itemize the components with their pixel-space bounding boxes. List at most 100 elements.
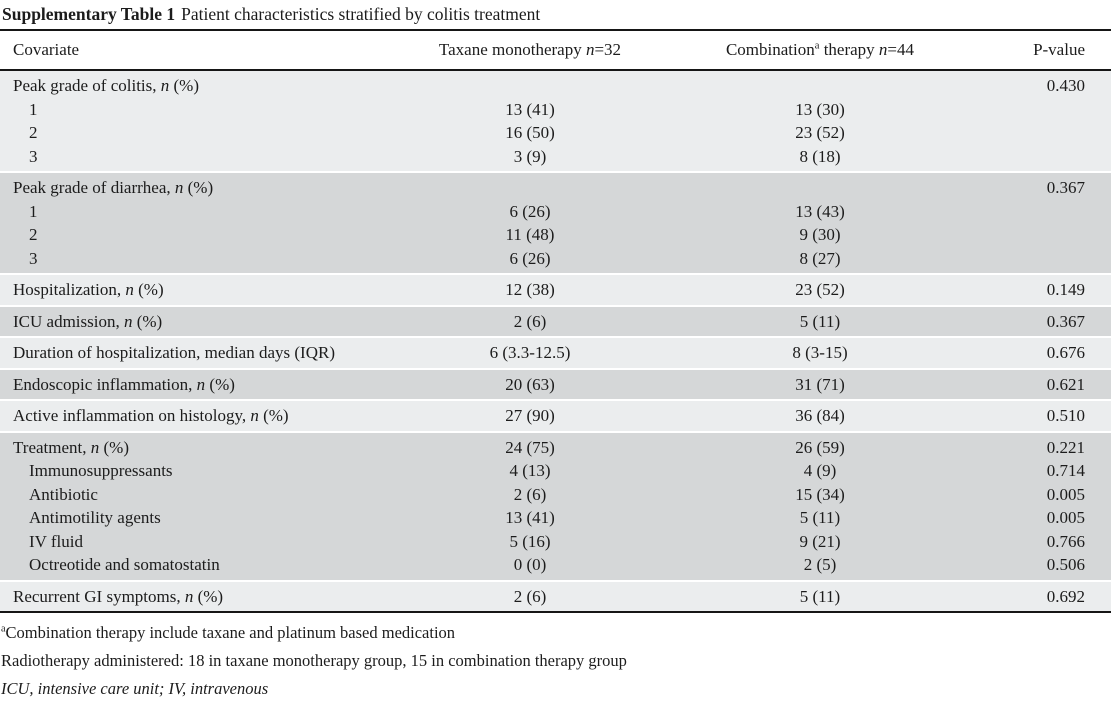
table-row: 3 6 (26) 8 (27) (0, 247, 1111, 271)
taxane-value-cell: 2 (6) (513, 484, 547, 504)
table-row: Antimotility agents 13 (41) 5 (11) 0.005 (0, 506, 1111, 530)
italic-n: n (196, 374, 206, 394)
pvalue-cell: 0.221 (1046, 437, 1085, 457)
covariate-cell: Treatment, n (%) (0, 436, 410, 460)
italic-n: n (125, 280, 134, 299)
combination-value-cell: 9 (30) (799, 225, 841, 244)
covariate-suffix: (%) (169, 76, 199, 95)
superscript-a: a (1, 623, 6, 635)
combination-value-cell: 13 (43) (795, 201, 845, 221)
footnote-text: Radiotherapy administered: 18 in taxane … (1, 651, 627, 670)
covariate-text: 3 (29, 146, 38, 166)
pvalue-cell: 0.510 (1046, 406, 1085, 425)
taxane-value-cell: 24 (75) (505, 437, 555, 457)
table-row: Antibiotic 2 (6) 15 (34) 0.005 (0, 483, 1111, 507)
covariate-text: Recurrent GI symptoms, (13, 586, 185, 606)
combination-value-cell: 15 (34) (795, 484, 845, 504)
italic-n: n (878, 40, 888, 59)
taxane-value-cell: 20 (63) (505, 374, 555, 394)
superscript-a: a (814, 40, 820, 52)
covariate-cell: 3 (0, 145, 410, 169)
table-row: 2 11 (48) 9 (30) (0, 223, 1111, 247)
covariate-suffix: (%) (193, 586, 224, 606)
covariate-suffix: (%) (258, 406, 289, 425)
covariate-cell: 1 (0, 98, 410, 122)
table-section: Peak grade of colitis, n (%) 0.430 1 13 (41… (0, 71, 1111, 171)
pvalue-cell: 0.506 (1046, 555, 1085, 574)
taxane-value-cell: 13 (41) (505, 99, 555, 119)
patient-characteristics-table: Covariate Taxane monotherapy n=32 Combin… (0, 29, 1111, 613)
covariate-suffix: (%) (205, 374, 235, 394)
covariate-suffix: (%) (183, 178, 214, 197)
taxane-value-cell: 6 (3.3-12.5) (489, 343, 571, 362)
pvalue-cell: 0.766 (1046, 531, 1085, 551)
combination-header-text: Combination (725, 40, 815, 59)
table-row: 1 6 (26) 13 (43) (0, 200, 1111, 224)
pvalue-cell (990, 145, 1111, 169)
taxane-value-cell: 5 (16) (509, 531, 551, 551)
taxane-header-n-value: =32 (594, 40, 622, 59)
covariate-cell: Active inflammation on histology, n (%) (0, 404, 410, 428)
table-row: 3 3 (9) 8 (18) (0, 145, 1111, 169)
italic-n: n (585, 40, 595, 59)
taxane-value-cell: 11 (48) (505, 225, 555, 244)
taxane-value-cell: 0 (0) (513, 555, 547, 574)
combination-value-cell: 13 (30) (795, 99, 845, 119)
covariate-text: Immunosuppressants (29, 461, 173, 480)
italic-n: n (90, 437, 100, 457)
pvalue-cell: 0.005 (1046, 484, 1085, 504)
covariate-text: Endoscopic inflammation, (13, 374, 197, 394)
covariate-text: Treatment, (13, 437, 91, 457)
combination-value-cell: 5 (11) (799, 311, 841, 331)
combination-value-cell: 4 (9) (803, 461, 837, 480)
taxane-value-cell: 3 (9) (513, 146, 547, 166)
pvalue-cell: 0.005 (1046, 508, 1085, 527)
footnote-radiotherapy: Radiotherapy administered: 18 in taxane … (1, 647, 1111, 675)
footnote-text: Combination therapy include taxane and p… (5, 623, 456, 642)
italic-n: n (160, 76, 170, 95)
table-row: Octreotide and somatostatin 0 (0) 2 (5) 0.5… (0, 553, 1111, 577)
pvalue-cell (990, 223, 1111, 247)
combination-column-header: Combinationa therapy n=44 (650, 40, 990, 60)
pvalue-cell: 0.714 (1046, 461, 1085, 480)
covariate-text: Hospitalization, (13, 280, 126, 299)
pvalue-cell: 0.430 (1046, 76, 1085, 95)
covariate-cell: 2 (0, 121, 410, 145)
table-title-caption: Patient characteristics stratified by co… (181, 4, 541, 24)
combination-value-cell: 9 (21) (799, 531, 841, 551)
taxane-value-cell: 12 (38) (505, 280, 555, 299)
table-section: Endoscopic inflammation, n (%) 20 (63) 31 … (0, 369, 1111, 399)
footnotes: aCombination therapy include taxane and … (0, 613, 1111, 703)
combination-value-cell: 8 (18) (799, 146, 841, 166)
covariate-cell: 2 (0, 223, 410, 247)
covariate-cell: Hospitalization, n (%) (0, 278, 410, 302)
table-row: Recurrent GI symptoms, n (%) 2 (6) 5 (11) 0… (0, 585, 1111, 609)
covariate-cell: Duration of hospitalization, median days… (0, 341, 410, 365)
taxane-value-cell: 27 (90) (505, 406, 555, 425)
table-row: Hospitalization, n (%) 12 (38) 23 (52) 0.14… (0, 278, 1111, 302)
pvalue-cell (990, 98, 1111, 122)
taxane-value-cell: 2 (6) (513, 586, 547, 606)
italic-n: n (174, 178, 184, 197)
taxane-value-cell (410, 74, 650, 98)
covariate-cell: Antibiotic (0, 483, 410, 507)
covariate-cell: Endoscopic inflammation, n (%) (0, 373, 410, 397)
covariate-suffix: (%) (132, 311, 163, 331)
taxane-value-cell: 4 (13) (509, 461, 551, 480)
table-row: Endoscopic inflammation, n (%) 20 (63) 31 … (0, 373, 1111, 397)
table-section: Active inflammation on histology, n (%) 2… (0, 401, 1111, 431)
table-section: Treatment, n (%) 24 (75) 26 (59) 0.221 Immun… (0, 432, 1111, 580)
covariate-text: Active inflammation on histology, (13, 406, 251, 425)
combination-value-cell: 8 (3-15) (792, 343, 848, 362)
covariate-column-header: Covariate (13, 40, 80, 59)
covariate-text: IV fluid (29, 531, 83, 551)
table-section: ICU admission, n (%) 2 (6) 5 (11) 0.367 (0, 306, 1111, 336)
covariate-cell: ICU admission, n (%) (0, 310, 410, 334)
taxane-value-cell (410, 176, 650, 200)
table-section: Recurrent GI symptoms, n (%) 2 (6) 5 (11) 0… (0, 581, 1111, 611)
pvalue-cell: 0.692 (1046, 586, 1085, 606)
covariate-text: Antimotility agents (29, 508, 161, 527)
italic-n: n (184, 586, 194, 606)
covariate-suffix: (%) (133, 280, 164, 299)
covariate-cell: 3 (0, 247, 410, 271)
